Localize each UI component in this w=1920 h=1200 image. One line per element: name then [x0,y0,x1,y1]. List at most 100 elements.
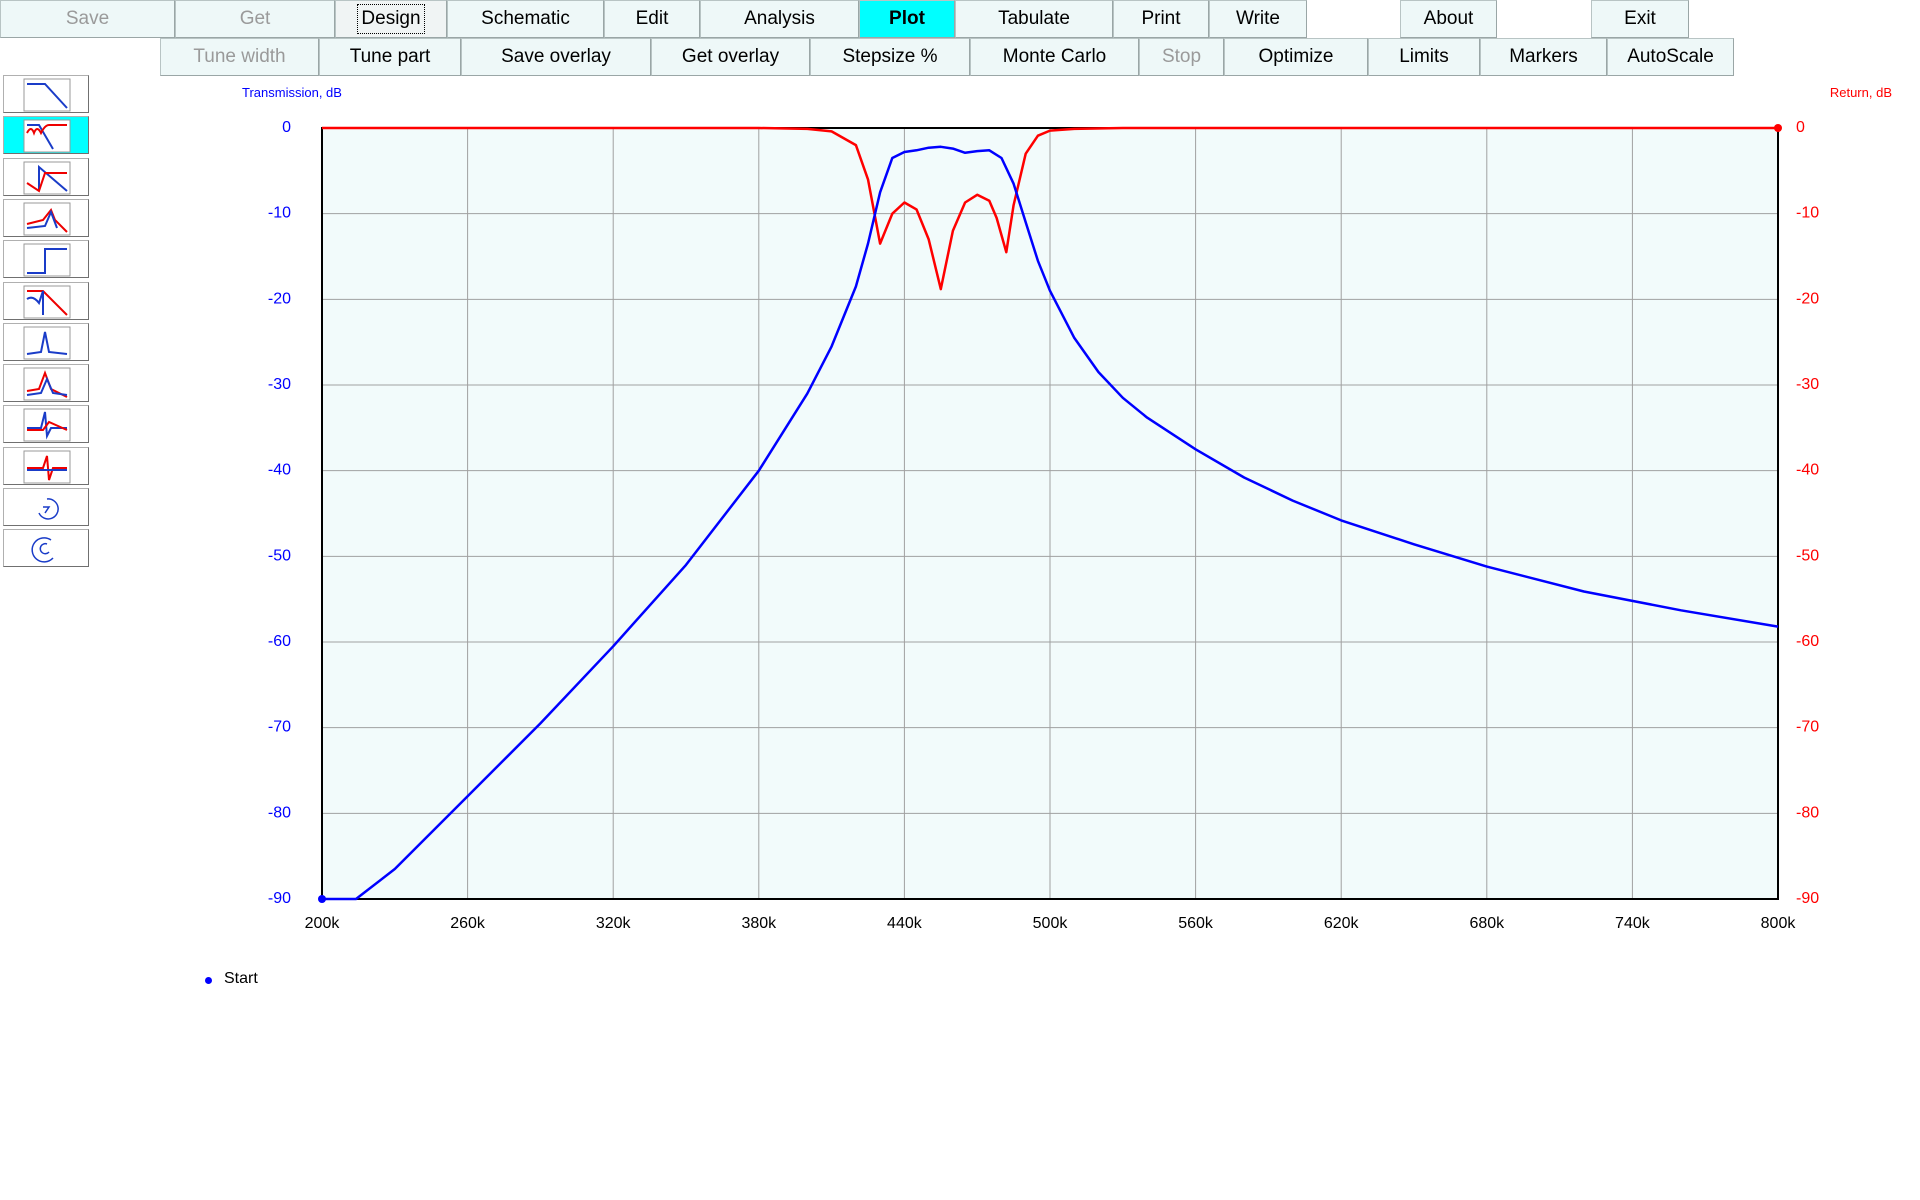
tune-width-button-label: Tune width [193,46,286,67]
autoscale-button[interactable]: AutoScale [1607,38,1734,76]
save-overlay-button-label: Save overlay [501,46,611,67]
save-button-label: Save [65,8,110,29]
edit-button[interactable]: Edit [604,0,700,38]
y-right-tick-label: -10 [1796,205,1819,222]
get-button-label: Get [239,8,271,29]
monte-carlo-button-label: Monte Carlo [1002,46,1107,67]
plot-button[interactable]: Plot [859,0,955,38]
x-tick-label: 620k [1324,915,1360,932]
transmission-start-marker [318,895,326,903]
y-left-tick-label: -30 [268,376,291,393]
y-right-tick-label: -20 [1796,290,1819,307]
polar-chart-icon [23,532,71,566]
x-tick-label: 440k [887,915,923,932]
write-button-label: Write [1236,8,1280,29]
response-plot: 200k 260k 320k 380k 440k 500k 560k 620k 680k 740k… [242,85,1892,932]
plot-type-button-12[interactable] [3,529,89,568]
optimize-button-label: Optimize [1258,46,1334,67]
tune-width-button[interactable]: Tune width [160,38,319,76]
plot-type-button-4[interactable] [3,198,89,237]
y-right-tick-label: -30 [1796,376,1819,393]
y-left-tick-label: -40 [268,462,291,479]
x-tick-label: 380k [741,915,777,932]
tabulate-button[interactable]: Tabulate [955,0,1113,38]
x-tick-label: 560k [1178,915,1214,932]
y-left-tick-label: -90 [268,890,291,907]
plot-button-label: Plot [889,8,925,29]
schematic-button-label: Schematic [481,8,570,29]
monte-carlo-button[interactable]: Monte Carlo [970,38,1139,76]
tune-part-button[interactable]: Tune part [319,38,461,76]
plot-type-button-11[interactable] [3,488,89,526]
exit-button[interactable]: Exit [1591,0,1689,38]
plot-type-button-9[interactable] [3,405,89,444]
about-button[interactable]: About [1400,0,1497,38]
y-left-tick-label: -70 [268,719,291,736]
design-button[interactable]: Design [335,0,447,38]
limits-button[interactable]: Limits [1368,38,1480,76]
exit-button-label: Exit [1624,8,1656,29]
analysis-button[interactable]: Analysis [700,0,859,38]
stepsize-button[interactable]: Stepsize % [810,38,970,76]
print-button[interactable]: Print [1113,0,1209,38]
plot-type-step-icon [23,243,71,277]
edit-button-label: Edit [635,8,669,29]
schematic-button[interactable]: Schematic [447,0,604,38]
print-button-label: Print [1141,8,1181,29]
get-overlay-button-label: Get overlay [681,46,780,67]
markers-button-label: Markers [1509,46,1578,67]
plot-type-button-6[interactable] [3,281,89,320]
y-right-tick-label: -40 [1796,462,1819,479]
save-button[interactable]: Save [0,0,175,38]
plot-type-peak-overlay-icon [23,367,71,401]
markers-button[interactable]: Markers [1480,38,1607,76]
x-tick-label: 260k [450,915,486,932]
return-end-marker [1774,124,1782,132]
plot-type-button-1[interactable] [3,75,89,113]
design-button-label: Design [357,4,425,34]
optimize-button[interactable]: Optimize [1224,38,1368,76]
limits-button-label: Limits [1399,46,1449,67]
analysis-button-label: Analysis [744,8,815,29]
y-right-tick-label: -70 [1796,719,1819,736]
plot-type-lowpass-icon [23,78,71,112]
x-tick-label: 680k [1469,915,1505,932]
plot-type-button-7[interactable] [3,322,89,361]
plot-type-group-delay-icon [23,285,71,318]
y-left-tick-label: -10 [268,205,291,222]
plot-type-button-2[interactable] [3,116,89,155]
plot-type-peak-return-icon [23,202,71,236]
x-tick-label: 500k [1033,915,1069,932]
plot-type-trans-return-icon [23,119,71,153]
series-line-transmission [322,145,1779,901]
plot-border [321,127,1779,900]
smith-chart-icon [23,491,71,525]
get-button[interactable]: Get [175,0,335,38]
y-right-tick-label: -90 [1796,890,1819,907]
plot-type-button-8[interactable] [3,364,89,403]
legend-marker-start [205,977,212,984]
stop-button[interactable]: Stop [1139,38,1224,76]
get-overlay-button[interactable]: Get overlay [651,38,810,76]
plot-type-phase-icon [23,450,71,484]
write-button[interactable]: Write [1209,0,1307,38]
tune-part-button-label: Tune part [349,46,431,67]
y-left-tick-label: -60 [268,633,291,650]
legend-label-start: Start [224,970,258,987]
about-button-label: About [1423,8,1474,29]
y-left-tick-label: -80 [268,804,291,821]
stepsize-button-label: Stepsize % [842,46,938,67]
plot-type-button-10[interactable] [3,446,89,485]
y-left-axis-label: Transmission, dB [242,85,342,100]
y-right-tick-label: -80 [1796,804,1819,821]
plot-type-button-3[interactable] [3,157,89,196]
stop-button-label: Stop [1161,46,1202,67]
tabulate-button-label: Tabulate [998,8,1070,29]
y-left-tick-label: -20 [268,290,291,307]
y-right-tick-label: 0 [1796,119,1805,136]
plot-type-peak-icon [23,326,71,360]
y-right-tick-label: -60 [1796,633,1819,650]
x-tick-label: 800k [1761,915,1797,932]
save-overlay-button[interactable]: Save overlay [461,38,651,76]
plot-type-button-5[interactable] [3,240,89,279]
